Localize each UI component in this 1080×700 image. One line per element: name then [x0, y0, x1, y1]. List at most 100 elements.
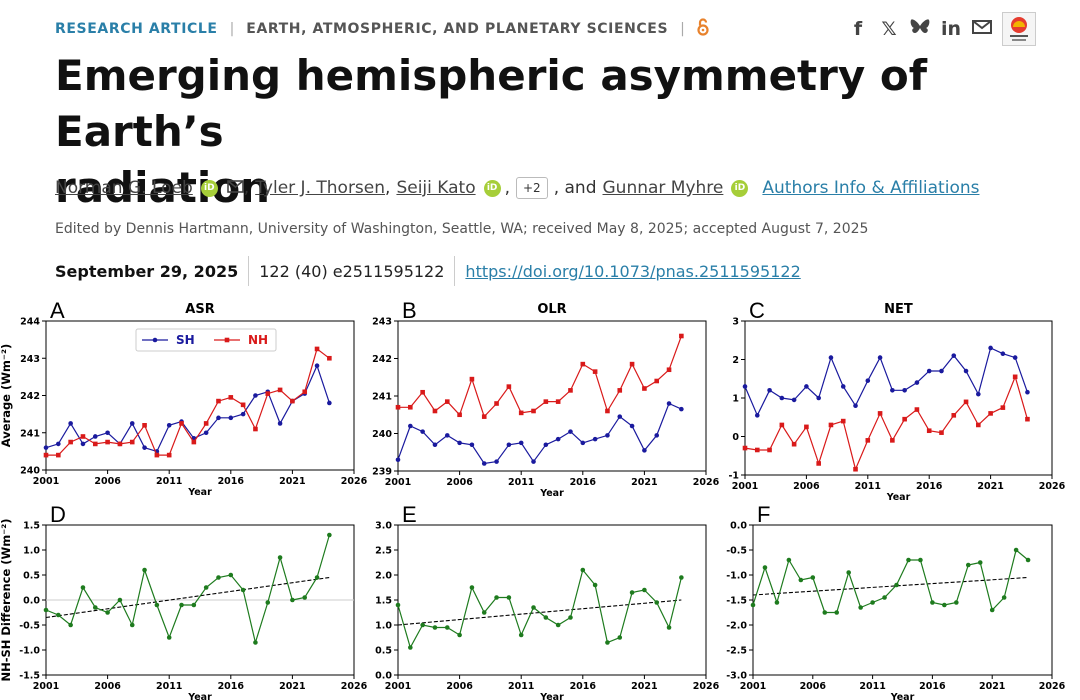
data-point-diff	[290, 597, 295, 603]
data-point-diff	[408, 645, 413, 650]
orcid-icon[interactable]: iD	[200, 179, 218, 197]
y-tick-label: 0.5	[23, 571, 40, 582]
data-point-diff	[798, 577, 804, 583]
data-point-sh	[68, 421, 73, 426]
y-tick-label: 1.0	[375, 621, 392, 632]
data-point-diff	[105, 610, 110, 615]
series-line-diff	[45, 534, 330, 645]
data-point-diff	[314, 575, 320, 580]
y-tick-label: -1.0	[726, 571, 747, 582]
data-point-nh	[902, 416, 907, 422]
bluesky-icon[interactable]	[909, 17, 931, 42]
author-link-2[interactable]: Tyler J. Thorsen	[255, 178, 386, 198]
data-point-diff	[518, 632, 524, 638]
data-point-sh	[617, 414, 623, 419]
author-comma: ,	[385, 178, 391, 198]
and-text: , and	[553, 178, 597, 198]
data-point-diff	[265, 600, 271, 605]
data-point-nh	[531, 408, 536, 414]
legend-marker	[152, 337, 158, 343]
data-point-diff	[906, 557, 911, 563]
authors-affiliations-link[interactable]: Authors Info & Affiliations	[762, 178, 980, 198]
data-point-diff	[80, 585, 86, 590]
data-point-diff	[142, 567, 147, 573]
data-point-sh	[865, 378, 871, 383]
x-tick-label: 2006	[793, 481, 820, 492]
panel-title: OLR	[537, 302, 566, 317]
orcid-icon[interactable]: iD	[731, 179, 749, 197]
data-point-sh	[804, 384, 809, 389]
data-point-sh	[853, 403, 858, 408]
data-point-diff	[395, 602, 401, 608]
data-point-sh	[914, 380, 920, 385]
more-authors-button[interactable]: +2	[516, 177, 548, 199]
data-point-sh	[666, 401, 672, 406]
data-point-nh	[154, 452, 160, 458]
email-icon[interactable]	[971, 18, 993, 40]
series-line-nh	[46, 347, 330, 456]
data-point-sh	[80, 441, 86, 447]
data-point-nh	[290, 398, 295, 404]
data-point-sh	[877, 355, 883, 360]
data-point-sh	[444, 433, 450, 438]
data-point-nh	[80, 434, 86, 439]
orcid-icon[interactable]: iD	[483, 179, 501, 197]
data-point-diff	[43, 607, 49, 613]
data-point-diff	[555, 622, 561, 628]
article-title: Emerging hemispheric asymmetry of Earth’…	[55, 48, 1055, 216]
data-point-nh	[253, 426, 258, 432]
author-link-1[interactable]: Norman G. Loeb	[55, 178, 193, 198]
section-label[interactable]: EARTH, ATMOSPHERIC, AND PLANETARY SCIENC…	[246, 21, 669, 37]
title-line-1: Emerging hemispheric asymmetry of Earth’…	[55, 51, 927, 156]
data-point-nh	[791, 441, 797, 447]
x-tick-label: 2026	[1039, 481, 1066, 492]
author-link-4[interactable]: Gunnar Myhre	[602, 178, 724, 198]
panel-title: NET	[884, 302, 913, 317]
y-tick-label: 0.0	[730, 521, 747, 532]
data-point-sh	[56, 441, 61, 447]
data-point-diff	[117, 597, 123, 603]
y-tick-label: 242	[372, 354, 392, 365]
data-point-nh	[302, 389, 308, 395]
article-type-label[interactable]: RESEARCH ARTICLE	[55, 21, 218, 37]
data-point-nh	[432, 408, 438, 414]
data-point-nh	[506, 384, 512, 389]
header-separator: |	[229, 21, 235, 37]
data-point-sh	[939, 368, 944, 374]
series-line-nh	[744, 374, 1028, 472]
data-point-sh	[642, 448, 647, 453]
data-point-diff	[629, 590, 635, 595]
y-tick-label: 2	[732, 355, 739, 366]
data-point-diff	[444, 625, 450, 630]
trend-line	[397, 599, 682, 626]
author-link-3[interactable]: Seiji Kato	[396, 178, 476, 198]
data-point-nh	[277, 387, 283, 393]
x-tick-label: 2011	[156, 476, 182, 487]
check-for-updates-badge[interactable]	[1002, 12, 1036, 46]
data-point-diff	[469, 585, 475, 590]
email-author-icon[interactable]	[226, 178, 244, 198]
data-point-diff	[240, 587, 246, 593]
doi-link[interactable]: https://doi.org/10.1073/pnas.2511595122	[465, 261, 801, 281]
data-point-diff	[481, 610, 487, 615]
data-point-sh	[105, 430, 110, 436]
data-point-sh	[555, 436, 561, 442]
linkedin-icon[interactable]: in	[940, 18, 962, 40]
y-tick-label: 1.5	[375, 596, 392, 607]
y-tick-label: -2.5	[726, 646, 747, 657]
x-tick-label: 2026	[341, 681, 368, 692]
facebook-icon[interactable]: f	[853, 18, 863, 40]
x-tick-label: 2011	[156, 681, 182, 692]
data-point-diff	[166, 635, 172, 640]
data-point-sh	[890, 388, 895, 393]
data-point-diff	[870, 600, 875, 605]
x-icon[interactable]: 𝕏	[881, 18, 897, 40]
data-point-nh	[142, 423, 147, 428]
x-tick-label: 2026	[1039, 681, 1066, 692]
author-comma: ,	[504, 178, 510, 198]
data-point-sh	[395, 457, 401, 463]
data-point-nh	[926, 428, 932, 434]
divider	[248, 256, 250, 286]
panel-letter: C	[749, 298, 765, 323]
y-tick-label: 243	[372, 317, 392, 328]
